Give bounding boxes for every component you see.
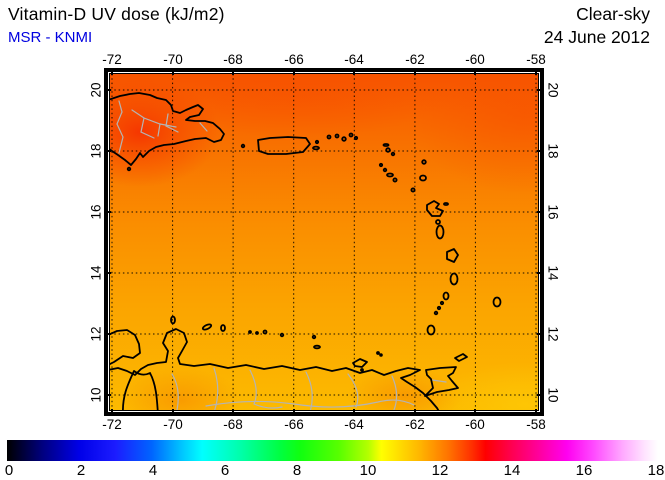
lat-tick-left-0: 20 bbox=[88, 82, 104, 98]
lat-tick-left-4: 12 bbox=[88, 326, 104, 342]
colorbar-tick-4: 8 bbox=[292, 462, 302, 479]
lon-tick-bottom-6: -60 bbox=[465, 417, 485, 432]
colorbar-tick-8: 16 bbox=[575, 462, 593, 479]
coastline-abc-islands bbox=[170, 315, 383, 372]
rivers-and-borders bbox=[116, 100, 447, 410]
map-outer-frame bbox=[104, 68, 544, 416]
lat-tick-right-5: 10 bbox=[545, 387, 561, 403]
lon-tick-top-2: -68 bbox=[223, 52, 243, 67]
lon-tick-bottom-3: -66 bbox=[284, 417, 304, 432]
colorbar-tick-0: 0 bbox=[4, 462, 14, 479]
coastline-guajira bbox=[110, 329, 141, 366]
colorbar-tick-7: 14 bbox=[503, 462, 521, 479]
lat-tick-right-0: 20 bbox=[545, 82, 561, 98]
lon-tick-top-1: -70 bbox=[163, 52, 183, 67]
lon-tick-bottom-0: -72 bbox=[102, 417, 122, 432]
lat-tick-right-3: 14 bbox=[545, 265, 561, 281]
lat-tick-left-3: 14 bbox=[88, 265, 104, 281]
colorbar-tick-1: 2 bbox=[76, 462, 86, 479]
colorbar-tick-9: 18 bbox=[647, 462, 665, 479]
lon-tick-top-6: -60 bbox=[465, 52, 485, 67]
lon-tick-bottom-1: -70 bbox=[163, 417, 183, 432]
coastline-virgin-islands bbox=[326, 132, 359, 142]
lat-tick-left-5: 10 bbox=[88, 387, 104, 403]
map-canvas bbox=[110, 74, 538, 410]
uv-dose-field bbox=[110, 74, 538, 410]
lon-tick-bottom-2: -68 bbox=[223, 417, 243, 432]
lon-tick-top-7: -58 bbox=[526, 52, 546, 67]
coastline-tobago bbox=[454, 353, 468, 362]
coastlines bbox=[110, 92, 502, 410]
colorbar-tick-3: 6 bbox=[220, 462, 230, 479]
coastline-lake-maracaibo bbox=[122, 370, 159, 410]
colorbar-tick-5: 10 bbox=[359, 462, 377, 479]
lon-tick-bottom-4: -64 bbox=[344, 417, 364, 432]
lon-tick-top-4: -64 bbox=[344, 52, 364, 67]
colorbar-tick-6: 12 bbox=[431, 462, 449, 479]
lat-tick-left-1: 18 bbox=[88, 143, 104, 159]
lat-tick-right-4: 12 bbox=[545, 326, 561, 342]
page-title: Vitamin-D UV dose (kJ/m2) bbox=[8, 4, 225, 24]
lat-tick-right-1: 18 bbox=[545, 143, 561, 159]
coastline-trinidad bbox=[424, 366, 459, 397]
lon-tick-bottom-7: -58 bbox=[526, 417, 546, 432]
lon-tick-bottom-5: -62 bbox=[405, 417, 425, 432]
lon-tick-top-0: -72 bbox=[102, 52, 122, 67]
graticule bbox=[110, 74, 538, 410]
coastline-puerto-rico bbox=[257, 136, 311, 155]
lon-tick-top-3: -66 bbox=[284, 52, 304, 67]
lat-tick-left-2: 16 bbox=[88, 204, 104, 220]
date-label: 24 June 2012 bbox=[543, 27, 650, 47]
map-plot-area bbox=[109, 73, 539, 411]
provider-label: MSR - KNMI bbox=[8, 29, 93, 46]
colorbar bbox=[7, 440, 658, 461]
colorbar-tick-2: 4 bbox=[148, 462, 158, 479]
lon-tick-top-5: -62 bbox=[405, 52, 425, 67]
lat-tick-right-2: 16 bbox=[545, 204, 561, 220]
coastline-hispaniola bbox=[110, 92, 225, 166]
sky-condition-label: Clear-sky bbox=[576, 4, 650, 24]
coastline-lesser-antilles bbox=[378, 143, 502, 336]
coastline-venezuela bbox=[110, 328, 440, 410]
